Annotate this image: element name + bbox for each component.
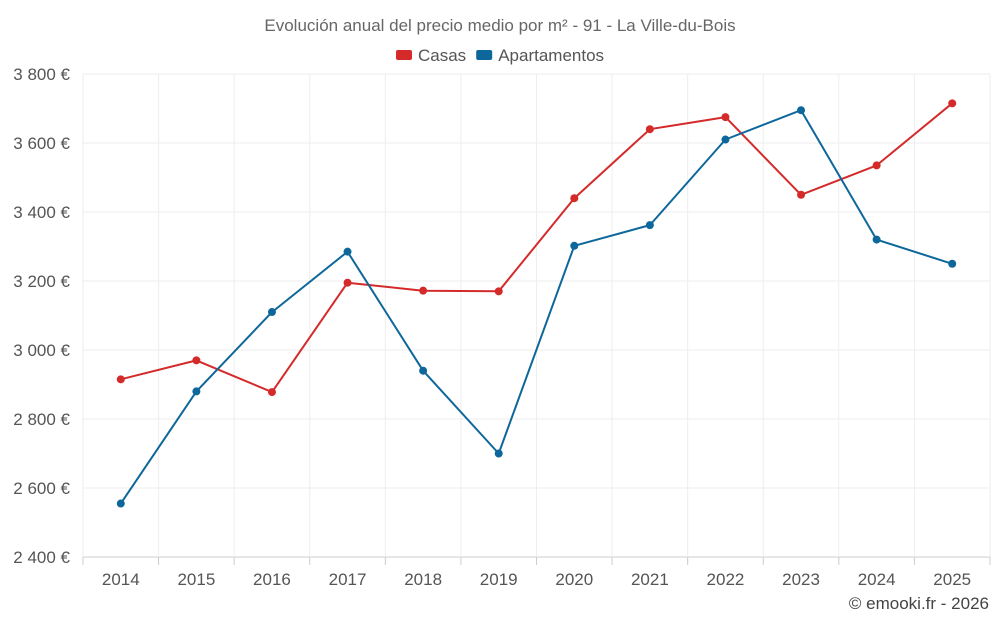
x-tick-label: 2024 [858, 570, 896, 589]
data-point[interactable] [570, 194, 579, 203]
data-point[interactable] [948, 259, 957, 268]
series-apartamentos [116, 106, 957, 508]
chart-legend: Casas Apartamentos [396, 46, 604, 65]
y-tick-label: 2 400 € [13, 548, 70, 567]
legend-item-apartamentos[interactable]: Apartamentos [476, 46, 604, 65]
data-point[interactable] [116, 375, 125, 384]
legend-swatch [396, 50, 412, 60]
data-point[interactable] [570, 241, 579, 250]
x-tick-label: 2022 [707, 570, 745, 589]
legend-item-casas[interactable]: Casas [396, 46, 466, 65]
x-tick-label: 2023 [782, 570, 820, 589]
y-tick-label: 2 600 € [13, 479, 70, 498]
credit-text: © emooki.fr - 2026 [849, 594, 989, 613]
data-point[interactable] [419, 366, 428, 375]
chart-grid [82, 73, 991, 558]
data-point[interactable] [797, 106, 806, 115]
y-tick-label: 2 800 € [13, 410, 70, 429]
legend-label: Casas [418, 46, 466, 65]
x-tick-label: 2021 [631, 570, 669, 589]
data-point[interactable] [872, 235, 881, 244]
series-line-apartamentos [119, 109, 954, 505]
chart-axes: 2 400 € 2 600 € 2 800 € 3 000 € 3 200 € 3 400… [13, 65, 991, 589]
x-tick-label: 2014 [102, 570, 140, 589]
y-tick-label: 3 600 € [13, 134, 70, 153]
data-point[interactable] [645, 125, 654, 134]
x-tick-label: 2019 [480, 570, 518, 589]
data-point[interactable] [419, 286, 428, 295]
data-point[interactable] [797, 190, 806, 199]
series-casas [116, 99, 957, 397]
x-tick-label: 2025 [933, 570, 971, 589]
series-line-casas [119, 102, 954, 394]
x-tick-label: 2016 [253, 570, 291, 589]
data-point[interactable] [494, 449, 503, 458]
y-tick-label: 3 400 € [13, 203, 70, 222]
legend-label: Apartamentos [498, 46, 604, 65]
data-point[interactable] [116, 499, 125, 508]
y-tick-label: 3 800 € [13, 65, 70, 84]
data-point[interactable] [948, 99, 957, 108]
y-tick-label: 3 200 € [13, 272, 70, 291]
data-point[interactable] [645, 221, 654, 230]
data-point[interactable] [494, 287, 503, 296]
legend-swatch [476, 50, 493, 60]
data-point[interactable] [872, 161, 881, 170]
data-point[interactable] [721, 113, 730, 122]
data-point[interactable] [343, 278, 352, 287]
x-tick-label: 2018 [404, 570, 442, 589]
data-point[interactable] [267, 388, 276, 397]
data-point[interactable] [721, 135, 730, 144]
x-tick-label: 2017 [329, 570, 367, 589]
data-point[interactable] [192, 387, 201, 396]
data-point[interactable] [267, 308, 276, 317]
chart-title: Evolución anual del precio medio por m² … [264, 16, 735, 35]
data-point[interactable] [343, 247, 352, 256]
chart-series [116, 99, 957, 508]
x-tick-label: 2020 [555, 570, 593, 589]
data-point[interactable] [192, 356, 201, 365]
y-tick-label: 3 000 € [13, 341, 70, 360]
x-tick-label: 2015 [177, 570, 215, 589]
